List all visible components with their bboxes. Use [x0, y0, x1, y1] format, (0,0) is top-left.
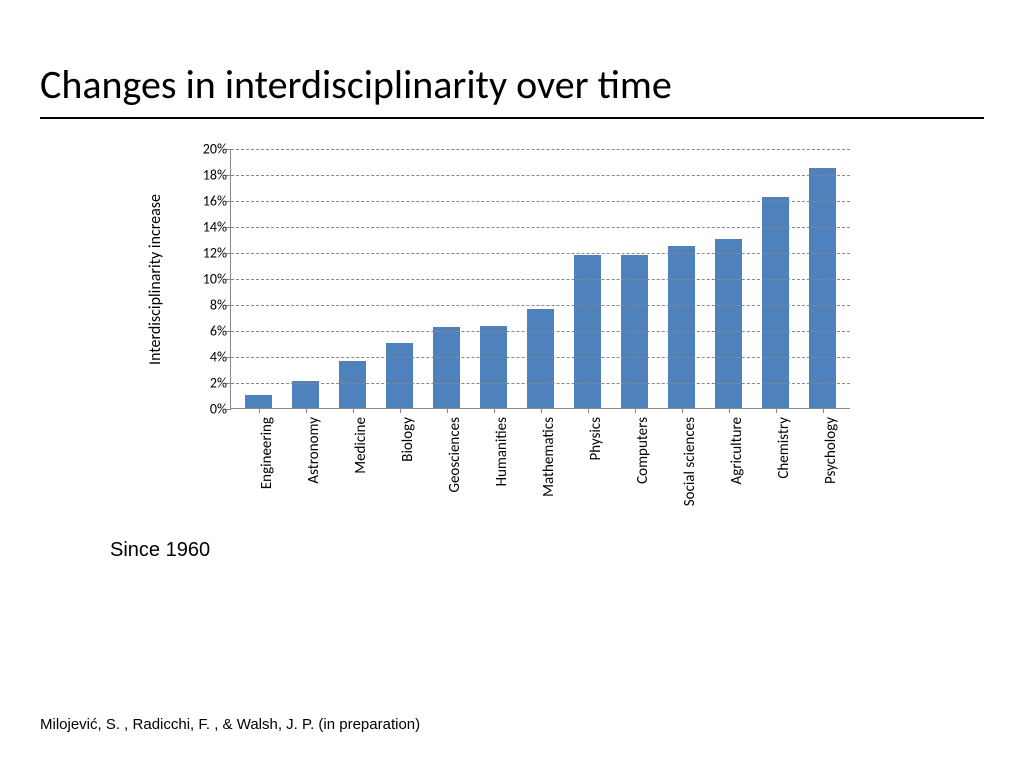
gridline — [231, 253, 850, 254]
y-tick-label: 8% — [210, 297, 227, 314]
x-tick-label: Mathematics — [540, 417, 558, 497]
gridline — [231, 149, 850, 150]
y-tick-label: 14% — [203, 219, 227, 236]
y-tick-label: 20% — [203, 141, 227, 158]
bar — [433, 327, 460, 408]
citation-text: Milojević, S. , Radicchi, F. , & Walsh, … — [40, 716, 420, 733]
gridline — [231, 331, 850, 332]
x-tick-label: Computers — [634, 417, 652, 484]
x-label-slot: Medicine — [328, 409, 375, 529]
x-tick-label: Medicine — [352, 417, 370, 474]
y-tick-label: 0% — [210, 401, 227, 418]
chart-subtitle: Since 1960 — [110, 539, 984, 562]
x-tick-label: Astronomy — [305, 417, 323, 484]
y-tick-label: 10% — [203, 271, 227, 288]
bar-chart: Interdisciplinarity increase 0%2%4%6%8%1… — [190, 149, 984, 529]
bar — [292, 381, 319, 408]
bar — [762, 197, 789, 408]
gridline — [231, 175, 850, 176]
title-divider — [40, 117, 984, 119]
x-tick-label: Physics — [587, 417, 605, 461]
x-tick-label: Psychology — [822, 417, 840, 484]
x-label-slot: Social sciences — [658, 409, 705, 529]
x-label-slot: Geosciences — [422, 409, 469, 529]
y-tick-label: 18% — [203, 167, 227, 184]
bar — [480, 326, 507, 408]
x-tick-label: Engineering — [258, 417, 276, 489]
x-label-slot: Physics — [564, 409, 611, 529]
x-tick-label: Social sciences — [681, 417, 699, 506]
page-title: Changes in interdisciplinarity over time — [40, 60, 984, 109]
x-label-slot: Computers — [611, 409, 658, 529]
x-label-slot: Chemistry — [752, 409, 799, 529]
y-tick-label: 16% — [203, 193, 227, 210]
y-tick-label: 2% — [210, 375, 227, 392]
x-label-slot: Psychology — [799, 409, 846, 529]
x-label-slot: Biology — [375, 409, 422, 529]
bar — [386, 343, 413, 408]
gridline — [231, 383, 850, 384]
x-tick-label: Agriculture — [728, 417, 746, 484]
gridline — [231, 357, 850, 358]
x-label-slot: Agriculture — [705, 409, 752, 529]
y-tick-label: 6% — [210, 323, 227, 340]
bar — [809, 168, 836, 409]
y-axis-title: Interdisciplinarity increase — [145, 149, 165, 409]
x-label-slot: Engineering — [234, 409, 281, 529]
bar — [527, 309, 554, 408]
plot-area: 0%2%4%6%8%10%12%14%16%18%20% — [230, 149, 850, 409]
gridline — [231, 279, 850, 280]
x-label-slot: Mathematics — [516, 409, 563, 529]
gridline — [231, 305, 850, 306]
x-tick-label: Humanities — [493, 417, 511, 486]
x-label-slot: Astronomy — [281, 409, 328, 529]
gridline — [231, 227, 850, 228]
bar — [245, 395, 272, 408]
y-tick-label: 4% — [210, 349, 227, 366]
x-label-slot: Humanities — [469, 409, 516, 529]
y-tick-label: 12% — [203, 245, 227, 262]
x-tick-label: Chemistry — [775, 417, 793, 479]
gridline — [231, 201, 850, 202]
x-tick-label: Geosciences — [446, 417, 464, 493]
x-tick-label: Biology — [399, 417, 417, 462]
bar — [339, 361, 366, 408]
